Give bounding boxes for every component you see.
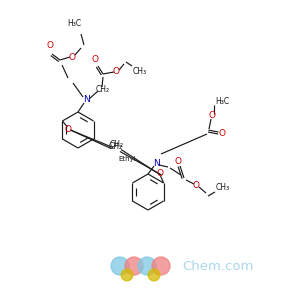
Circle shape <box>138 257 156 275</box>
Text: N: N <box>153 160 159 169</box>
Text: O: O <box>218 128 226 137</box>
Text: CH₂: CH₂ <box>110 140 124 149</box>
Text: CH₃: CH₃ <box>216 182 230 191</box>
Text: O: O <box>193 182 200 190</box>
Circle shape <box>125 257 143 275</box>
Text: O: O <box>46 41 53 50</box>
Text: O: O <box>208 112 215 121</box>
Text: O: O <box>65 124 72 134</box>
Circle shape <box>111 257 129 275</box>
Text: CH₂: CH₂ <box>109 142 123 151</box>
Text: O: O <box>68 52 76 62</box>
Circle shape <box>152 257 170 275</box>
Circle shape <box>121 269 133 281</box>
Text: N: N <box>82 95 89 104</box>
Text: Chem.com: Chem.com <box>182 260 254 272</box>
Text: H₃C: H₃C <box>215 98 229 106</box>
Text: O: O <box>156 169 163 178</box>
Text: CH₃: CH₃ <box>133 68 147 76</box>
Circle shape <box>148 269 160 281</box>
Text: H₃C: H₃C <box>67 20 81 28</box>
Text: O: O <box>175 158 182 166</box>
Text: CH₂: CH₂ <box>96 85 110 94</box>
Text: O: O <box>112 68 119 76</box>
Text: O: O <box>92 56 98 64</box>
Text: Ethyl: Ethyl <box>118 157 136 163</box>
